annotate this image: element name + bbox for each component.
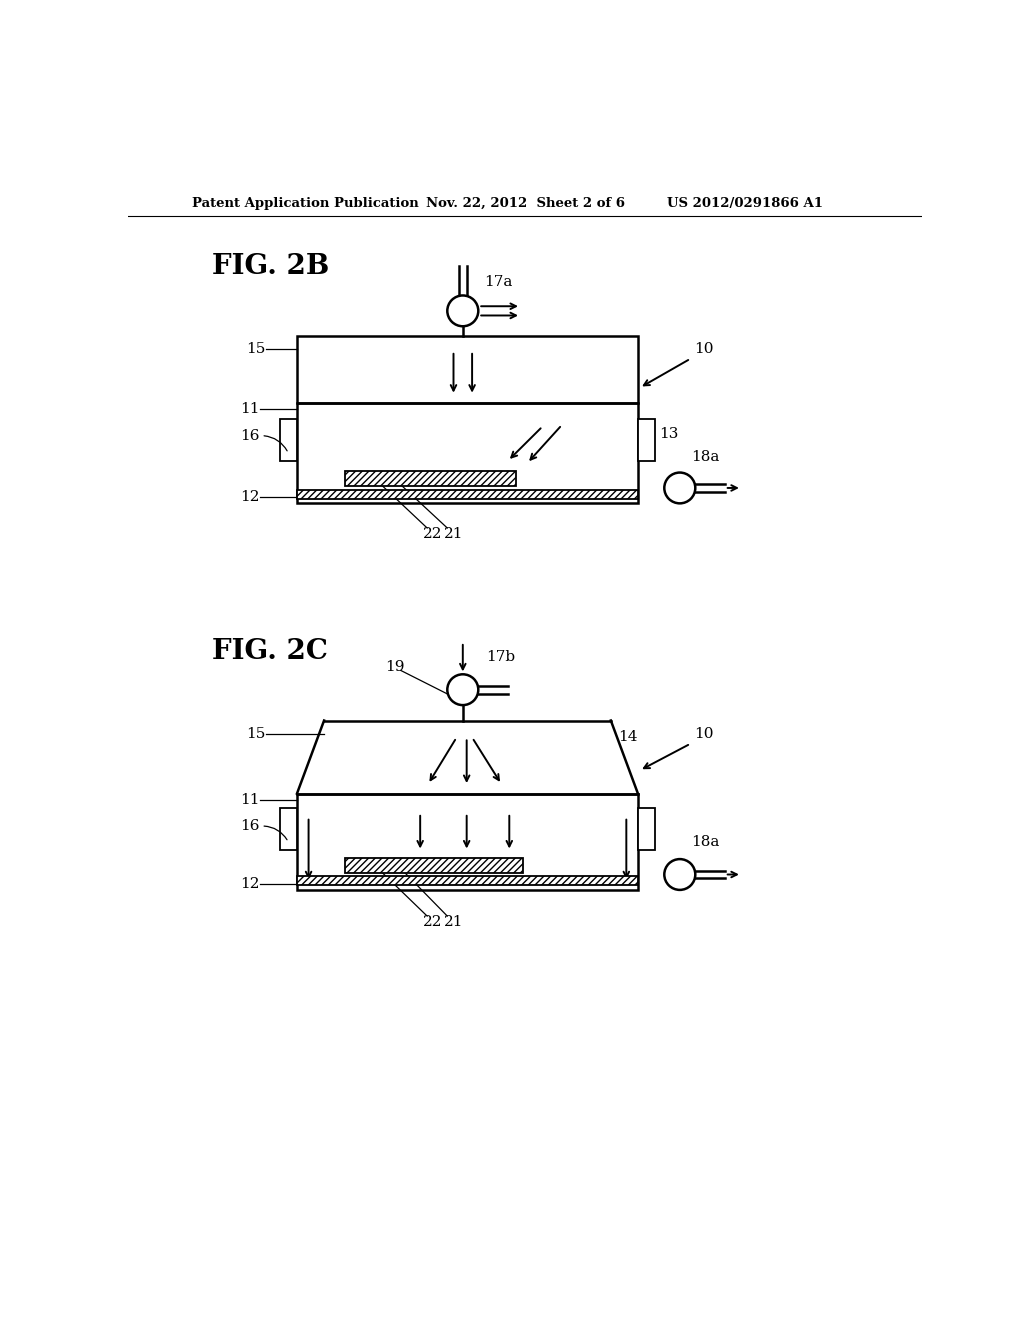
Text: 10: 10 (693, 727, 714, 742)
Text: FIG. 2B: FIG. 2B (212, 252, 329, 280)
Bar (297, 404, 638, 503)
Text: 16: 16 (241, 429, 260, 442)
Text: US 2012/0291866 A1: US 2012/0291866 A1 (667, 197, 822, 210)
Bar (280, 418, 297, 461)
Text: 18a: 18a (691, 836, 720, 849)
Text: 12: 12 (241, 490, 260, 504)
Text: 21: 21 (444, 527, 464, 541)
Text: 22: 22 (423, 527, 442, 541)
Text: 14: 14 (618, 730, 638, 744)
Text: 12: 12 (241, 876, 260, 891)
Text: 19: 19 (385, 660, 404, 673)
Text: 17a: 17a (484, 275, 513, 289)
Text: FIG. 2C: FIG. 2C (212, 638, 328, 665)
Circle shape (447, 296, 478, 326)
Text: Nov. 22, 2012  Sheet 2 of 6: Nov. 22, 2012 Sheet 2 of 6 (426, 197, 626, 210)
Text: 22: 22 (423, 915, 442, 929)
Text: 10: 10 (693, 342, 714, 356)
Text: 11: 11 (241, 793, 260, 807)
Text: 16: 16 (241, 818, 260, 833)
Bar (345, 858, 523, 873)
Text: 18a: 18a (691, 450, 720, 465)
Bar (638, 418, 655, 461)
Text: 21: 21 (444, 915, 464, 929)
Circle shape (665, 859, 695, 890)
Text: 15: 15 (246, 342, 265, 356)
Text: 15: 15 (246, 727, 265, 742)
Text: 11: 11 (241, 403, 260, 416)
Bar (297, 876, 638, 886)
Text: Patent Application Publication: Patent Application Publication (191, 197, 418, 210)
Circle shape (447, 675, 478, 705)
Bar (297, 793, 638, 890)
Text: 13: 13 (658, 428, 678, 441)
Bar (345, 471, 515, 487)
Bar (638, 808, 655, 850)
Circle shape (665, 473, 695, 503)
Bar (297, 490, 638, 499)
Text: 17b: 17b (486, 651, 515, 664)
Bar (297, 335, 638, 404)
Bar (280, 808, 297, 850)
